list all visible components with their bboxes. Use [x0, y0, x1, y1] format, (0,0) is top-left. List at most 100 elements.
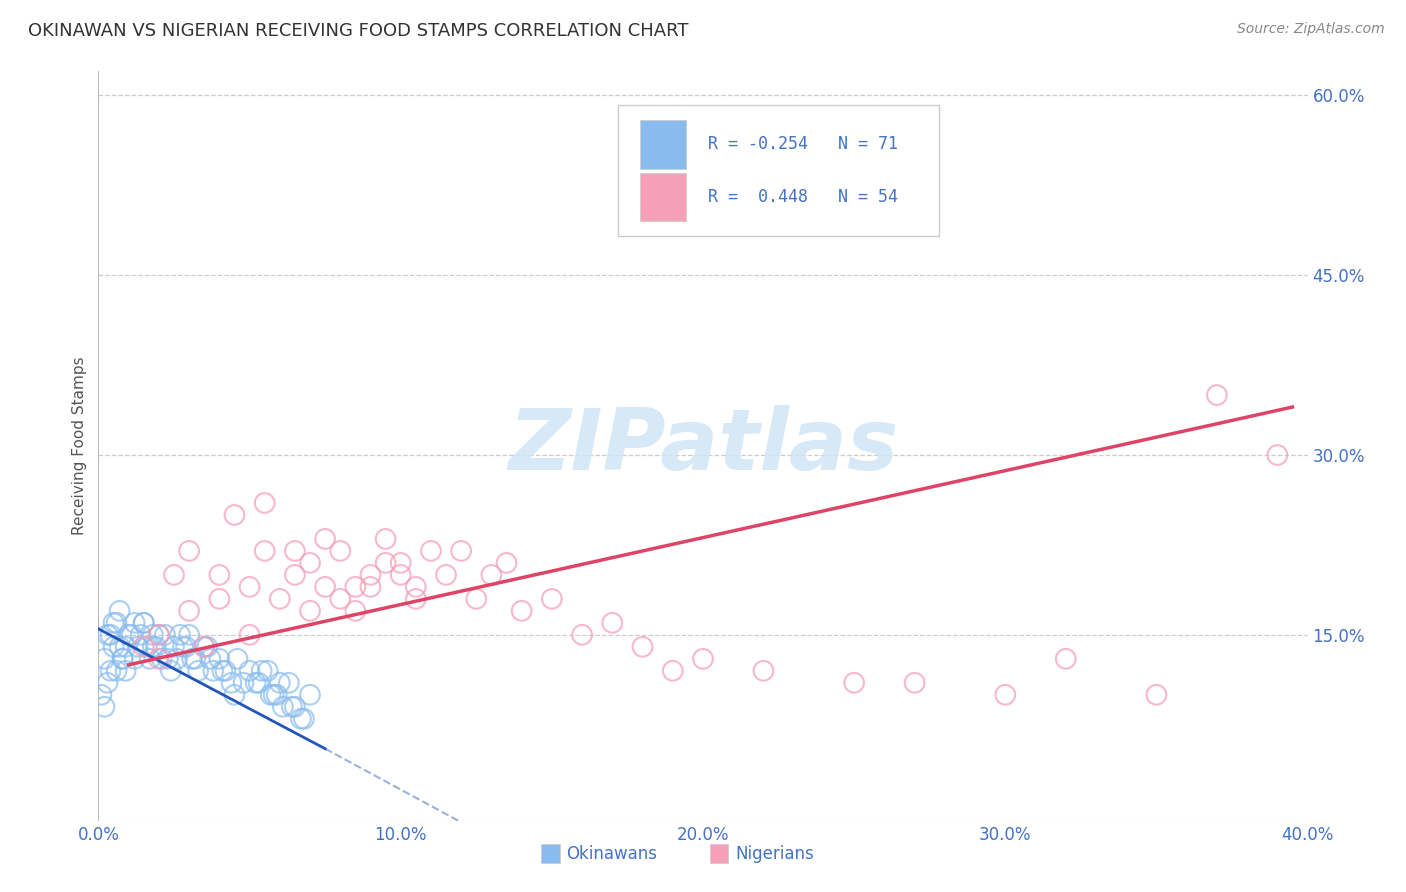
Point: [208, 567, 231, 582]
Point: [284, 699, 307, 714]
Point: [253, 496, 276, 510]
Point: [266, 688, 288, 702]
Point: [142, 628, 165, 642]
Point: [232, 675, 254, 690]
Point: [96, 628, 118, 642]
Point: [904, 675, 927, 690]
Point: [211, 664, 233, 678]
Text: ZIPatlas: ZIPatlas: [508, 404, 898, 488]
Point: [132, 615, 155, 630]
Point: [132, 640, 155, 654]
Point: [129, 628, 152, 642]
Bar: [640, 172, 686, 221]
Point: [1206, 388, 1229, 402]
Point: [269, 675, 291, 690]
Point: [299, 604, 322, 618]
Point: [163, 567, 186, 582]
Point: [281, 699, 304, 714]
Point: [121, 628, 143, 642]
Point: [314, 580, 336, 594]
Point: [260, 688, 283, 702]
Point: [239, 580, 262, 594]
Point: [540, 591, 562, 606]
Point: [844, 675, 866, 690]
Point: [100, 628, 122, 642]
Point: [214, 664, 236, 678]
Point: [148, 652, 170, 666]
Point: [1267, 448, 1289, 462]
Point: [631, 640, 654, 654]
Point: [124, 615, 146, 630]
Point: [172, 640, 194, 654]
Point: [450, 544, 472, 558]
Point: [114, 640, 136, 654]
Point: [239, 664, 262, 678]
Point: [105, 615, 128, 630]
Point: [153, 628, 176, 642]
Point: [193, 640, 215, 654]
Point: [1144, 688, 1167, 702]
Point: [108, 604, 131, 618]
Point: [142, 640, 165, 654]
Point: [156, 652, 179, 666]
Point: [111, 652, 134, 666]
Point: [179, 544, 201, 558]
Point: [510, 604, 533, 618]
Point: [314, 532, 336, 546]
Point: [108, 640, 131, 654]
Point: [160, 664, 183, 678]
Point: [329, 544, 352, 558]
Point: [495, 556, 517, 570]
Point: [187, 664, 209, 678]
Point: [389, 556, 412, 570]
Point: [135, 640, 157, 654]
Point: [344, 604, 367, 618]
Point: [290, 712, 312, 726]
Bar: [640, 120, 686, 169]
Point: [224, 508, 246, 522]
Point: [100, 664, 122, 678]
Point: [253, 544, 276, 558]
Text: R =  0.448   N = 54: R = 0.448 N = 54: [707, 188, 898, 206]
Point: [284, 567, 307, 582]
Point: [93, 652, 115, 666]
Point: [208, 591, 231, 606]
Point: [1054, 652, 1077, 666]
Point: [166, 652, 188, 666]
Text: Source: ZipAtlas.com: Source: ZipAtlas.com: [1237, 22, 1385, 37]
Point: [111, 652, 134, 666]
Point: [420, 544, 443, 558]
Point: [292, 712, 315, 726]
Point: [571, 628, 593, 642]
Point: [124, 652, 146, 666]
Point: [239, 628, 262, 642]
Point: [692, 652, 714, 666]
Point: [374, 556, 396, 570]
Point: [389, 567, 412, 582]
FancyBboxPatch shape: [619, 105, 939, 236]
Point: [103, 615, 125, 630]
Point: [114, 664, 136, 678]
Point: [200, 652, 222, 666]
Point: [360, 580, 382, 594]
Text: R = -0.254   N = 71: R = -0.254 N = 71: [707, 136, 898, 153]
Point: [208, 652, 231, 666]
Point: [105, 664, 128, 678]
Point: [132, 615, 155, 630]
Point: [93, 699, 115, 714]
Point: [405, 591, 427, 606]
Point: [96, 675, 118, 690]
Point: [405, 580, 427, 594]
Point: [202, 664, 225, 678]
Text: Okinawans: Okinawans: [567, 845, 658, 863]
Point: [284, 544, 307, 558]
Point: [277, 675, 299, 690]
Point: [661, 664, 683, 678]
Point: [169, 628, 191, 642]
Point: [179, 628, 201, 642]
Point: [90, 688, 112, 702]
Point: [360, 567, 382, 582]
Point: [994, 688, 1017, 702]
Point: [118, 628, 141, 642]
Text: Nigerians: Nigerians: [735, 845, 814, 863]
